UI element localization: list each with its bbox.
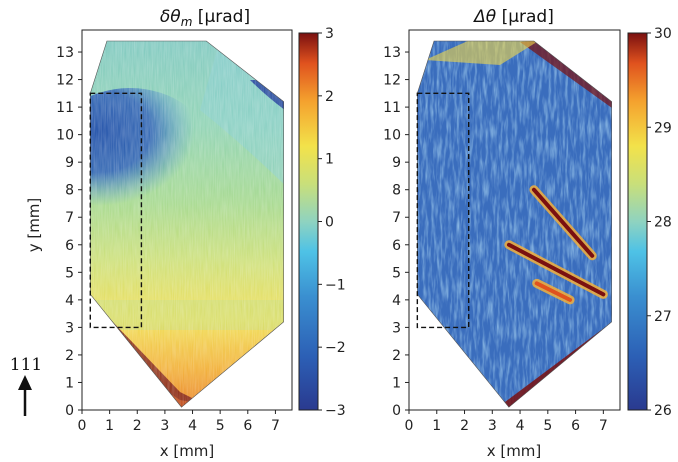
y-tick-label: 4 <box>392 293 401 309</box>
right-panel-title: Δθ [µrad] <box>472 7 554 27</box>
y-tick-label: 13 <box>56 45 74 61</box>
left-title-unit: [µrad] <box>192 7 250 27</box>
colorbar-tick-label: 2 <box>325 89 334 105</box>
feature-streak <box>534 281 573 302</box>
colorbar-tick-label: 30 <box>654 26 672 42</box>
y-tick-label: 3 <box>392 320 401 336</box>
right-x-ticks: 0 1 2 3 4 5 6 7 <box>405 410 608 434</box>
x-tick-label: 6 <box>243 418 252 434</box>
direction-indicator: 111 <box>10 355 42 416</box>
colorbar-tick-label: −2 <box>325 340 346 356</box>
x-tick-label: 7 <box>599 418 608 434</box>
y-tick-label: 7 <box>65 210 74 226</box>
left-y-axis-label: y [mm] <box>25 198 43 253</box>
left-title-subscript: m <box>181 15 193 29</box>
colorbar-tick-label: −1 <box>325 277 346 293</box>
right-selection-box <box>416 92 470 329</box>
y-tick-label: 6 <box>65 238 74 254</box>
y-tick-label: 12 <box>383 73 401 89</box>
x-tick-label: 0 <box>78 418 87 434</box>
right-title-symbol: Δθ <box>472 7 497 27</box>
feature-streak <box>531 187 595 258</box>
left-x-ticks: 0 1 2 3 4 5 6 7 <box>78 410 280 434</box>
direction-label: 111 <box>10 355 42 375</box>
y-tick-label: 5 <box>65 265 74 281</box>
x-tick-label: 5 <box>216 418 225 434</box>
left-title-symbol: δθ <box>160 7 181 27</box>
x-tick-label: 2 <box>460 418 469 434</box>
colorbar-tick-label: 28 <box>654 215 672 231</box>
y-tick-label: 13 <box>383 45 401 61</box>
colorbar-tick-label: 1 <box>325 152 334 168</box>
y-tick-label: 8 <box>392 183 401 199</box>
colorbar-tick-label: 0 <box>325 215 334 231</box>
y-tick-label: 9 <box>65 155 74 171</box>
colorbar-tick-label: 26 <box>654 403 672 419</box>
right-heatmap <box>417 41 612 408</box>
y-tick-label: 2 <box>392 348 401 364</box>
right-colorbar-ticks: 30 29 28 27 26 <box>647 26 672 419</box>
left-axes-frame <box>81 29 293 411</box>
x-tick-label: 7 <box>271 418 280 434</box>
x-tick-label: 0 <box>405 418 414 434</box>
y-tick-label: 1 <box>65 375 74 391</box>
x-tick-label: 1 <box>432 418 441 434</box>
right-title-unit: [µrad] <box>496 7 554 27</box>
y-tick-label: 6 <box>392 238 401 254</box>
y-tick-label: 11 <box>56 100 74 116</box>
x-tick-label: 3 <box>160 418 169 434</box>
y-tick-label: 0 <box>392 403 401 419</box>
y-tick-label: 11 <box>383 100 401 116</box>
x-tick-label: 4 <box>188 418 197 434</box>
x-tick-label: 4 <box>516 418 525 434</box>
x-tick-label: 5 <box>543 418 552 434</box>
y-tick-label: 5 <box>392 265 401 281</box>
left-selection-box <box>89 92 143 329</box>
left-panel-title: δθm [µrad] <box>160 7 250 29</box>
right-x-axis-label: x [mm] <box>487 442 542 460</box>
y-tick-label: 0 <box>65 403 74 419</box>
y-tick-label: 10 <box>383 128 401 144</box>
colorbar-tick-label: 27 <box>654 309 672 325</box>
left-colorbar <box>298 32 319 411</box>
right-features <box>504 185 608 305</box>
left-heatmap <box>90 41 284 408</box>
x-tick-label: 3 <box>488 418 497 434</box>
left-colorbar-ticks: 3 2 1 0 −1 −2 −3 <box>318 26 346 419</box>
colorbar-tick-label: 29 <box>654 120 672 136</box>
y-tick-label: 12 <box>56 73 74 89</box>
right-colorbar <box>627 32 648 411</box>
y-tick-label: 1 <box>392 375 401 391</box>
y-tick-label: 7 <box>392 210 401 226</box>
y-tick-label: 8 <box>65 183 74 199</box>
colorbar-tick-label: −3 <box>325 403 346 419</box>
y-tick-label: 3 <box>65 320 74 336</box>
y-tick-label: 4 <box>65 293 74 309</box>
direction-arrow-icon <box>18 375 32 390</box>
y-tick-label: 10 <box>56 128 74 144</box>
y-tick-label: 9 <box>392 155 401 171</box>
right-axes-frame <box>408 29 621 411</box>
colorbar-tick-label: 3 <box>325 26 334 42</box>
y-tick-label: 2 <box>65 348 74 364</box>
x-tick-label: 6 <box>571 418 580 434</box>
left-x-axis-label: x [mm] <box>160 442 215 460</box>
feature-streak <box>506 242 606 297</box>
x-tick-label: 2 <box>133 418 142 434</box>
x-tick-label: 1 <box>105 418 114 434</box>
